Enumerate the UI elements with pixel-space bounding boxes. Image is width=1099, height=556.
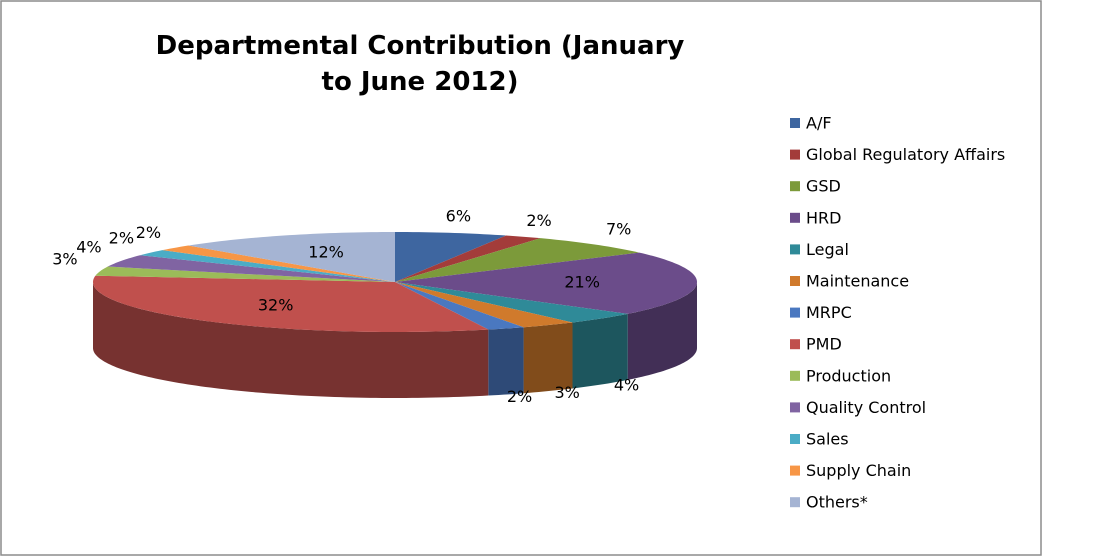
legend-swatch [790, 244, 800, 255]
pie-side [523, 322, 573, 394]
legend-label: HRD [806, 208, 841, 227]
legend-swatch [790, 276, 800, 286]
chart-border [0, 0, 1042, 556]
legend-label: GSD [806, 177, 841, 196]
pie-slice [93, 275, 489, 332]
pie-slice [395, 282, 524, 330]
data-label: 4% [614, 376, 639, 395]
legend-label: A/F [806, 114, 832, 133]
legend-swatch [790, 212, 800, 223]
legend-label: Others* [806, 493, 868, 512]
pie-slice [395, 252, 697, 314]
pie-slice [188, 232, 395, 282]
data-label: 3% [52, 249, 77, 268]
pie-side [93, 282, 489, 398]
data-label: 6% [446, 206, 471, 225]
legend-label: Quality Control [806, 398, 926, 417]
legend-swatch [790, 370, 800, 381]
pie-slice [395, 235, 541, 282]
legend-label: Supply Chain [806, 461, 911, 480]
data-label: 12% [308, 243, 344, 262]
pie-side [572, 313, 628, 389]
legend-label: Global Regulatory Affairs [806, 145, 1005, 164]
legend-label: MRPC [806, 303, 852, 322]
pie-slice [395, 238, 640, 282]
legend-swatch [790, 149, 800, 160]
legend-label: Maintenance [806, 272, 909, 291]
pie-side [627, 282, 697, 380]
chart-title: Departmental Contribution (January to Ju… [155, 31, 685, 97]
data-label: 2% [136, 223, 161, 242]
pie-slice [395, 282, 628, 323]
legend-swatch [790, 307, 800, 318]
pie-slice [395, 232, 507, 282]
data-label: 3% [554, 383, 579, 402]
legend-label: Sales [806, 430, 849, 449]
data-label: 2% [507, 387, 532, 406]
legend-label: Production [806, 366, 891, 385]
pie-slice [395, 282, 573, 328]
legend-label: PMD [806, 335, 842, 354]
legend-swatch [790, 402, 800, 413]
legend-label: Legal [806, 240, 849, 259]
legend-swatch [790, 181, 800, 192]
data-label: 4% [76, 238, 101, 257]
pie-slice [107, 255, 395, 282]
legend-swatch [790, 497, 800, 508]
pie-slice [162, 245, 395, 282]
legend-swatch [790, 118, 800, 128]
data-label: 32% [258, 295, 294, 314]
pie-slice [140, 250, 395, 282]
legend-swatch [790, 465, 800, 476]
data-label: 2% [526, 211, 551, 230]
data-label: 21% [564, 272, 600, 291]
data-label: 7% [606, 219, 631, 238]
legend-swatch [790, 339, 800, 350]
pie-slice [95, 266, 396, 282]
legend-swatch [790, 434, 800, 444]
pie-side [488, 327, 524, 396]
data-label: 2% [109, 229, 134, 248]
